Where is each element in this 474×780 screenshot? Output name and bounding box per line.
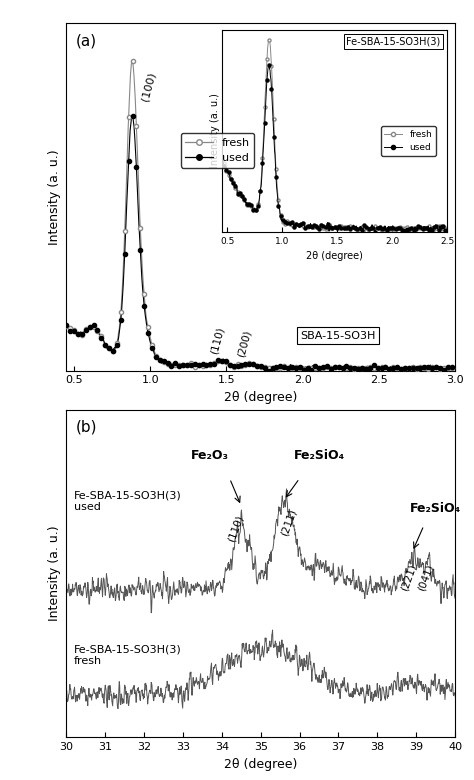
- Legend: fresh, used: fresh, used: [181, 133, 255, 168]
- Text: SBA-15-SO3H: SBA-15-SO3H: [301, 331, 376, 341]
- Text: (200): (200): [237, 328, 253, 358]
- Text: Fe₂SiO₄: Fe₂SiO₄: [293, 449, 345, 463]
- Y-axis label: Intensity (a. u.): Intensity (a. u.): [48, 149, 61, 245]
- Text: (110): (110): [209, 326, 226, 356]
- Text: Fe₂O₃: Fe₂O₃: [191, 449, 229, 463]
- Text: (221): (221): [399, 562, 418, 592]
- Text: (a): (a): [76, 34, 97, 49]
- X-axis label: 2θ (degree): 2θ (degree): [224, 757, 297, 771]
- Text: Fe-SBA-15-SO3H(3)
fresh: Fe-SBA-15-SO3H(3) fresh: [74, 644, 182, 666]
- Text: Fe₂SiO₄: Fe₂SiO₄: [410, 502, 461, 515]
- Text: (110): (110): [226, 514, 245, 544]
- Text: (041): (041): [417, 562, 435, 592]
- Text: (b): (b): [76, 420, 98, 434]
- Y-axis label: Intensity (a. u.): Intensity (a. u.): [48, 526, 61, 621]
- Text: (100): (100): [139, 70, 157, 101]
- Text: (211): (211): [279, 508, 298, 537]
- Text: Fe-SBA-15-SO3H(3)
used: Fe-SBA-15-SO3H(3) used: [74, 491, 182, 512]
- X-axis label: 2θ (degree): 2θ (degree): [224, 391, 297, 404]
